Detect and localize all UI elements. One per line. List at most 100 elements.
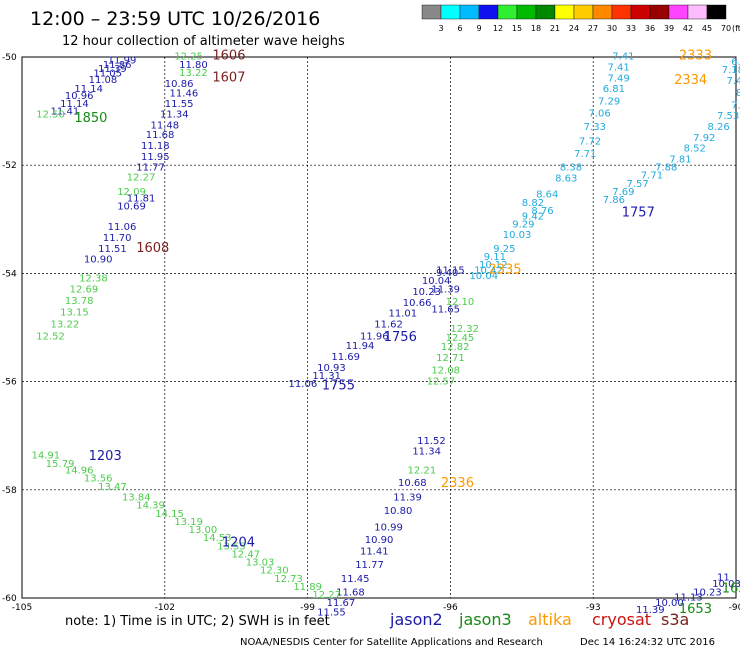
swh-value-jason3: 12.32 bbox=[450, 324, 479, 335]
color-scale-label: 30 bbox=[607, 24, 617, 33]
swh-value-jason2: 11.81 bbox=[127, 193, 156, 204]
swh-value-jason3: 12.82 bbox=[441, 342, 470, 353]
swh-value-jason2: 11.77 bbox=[136, 163, 165, 174]
swh-value-jason3: 13.78 bbox=[65, 296, 94, 307]
color-scale-label: 42 bbox=[683, 24, 693, 33]
pass-time-label: 2333 bbox=[679, 49, 712, 64]
swh-value-jason3: 14.39 bbox=[136, 501, 165, 512]
color-swatch bbox=[421, 4, 442, 20]
swh-value-altika: 7.86 bbox=[603, 195, 625, 206]
swh-value-altika: 10.12 bbox=[479, 260, 508, 271]
swh-value-jason2: 11.55 bbox=[317, 607, 346, 618]
swh-value-jason2: 11.69 bbox=[331, 352, 360, 363]
swh-value-jason3: 12.47 bbox=[231, 549, 260, 560]
swh-value-jason2: 11.95 bbox=[141, 152, 170, 163]
swh-value-altika: 10.04 bbox=[469, 271, 498, 282]
swh-value-altika: 9.42 bbox=[522, 211, 544, 222]
swh-value-altika: 7.71 bbox=[574, 149, 596, 160]
x-tick-label: -96 bbox=[443, 603, 458, 613]
swh-value-jason2: 11.48 bbox=[151, 120, 180, 131]
swh-value-jason3: 12.57 bbox=[427, 376, 456, 387]
swh-value-jason2: 11.52 bbox=[417, 436, 446, 447]
swh-value-jason3: 12.50 bbox=[36, 110, 65, 121]
swh-value-jason2: 10.00 bbox=[655, 598, 684, 609]
swh-value-jason3: 12.52 bbox=[36, 331, 65, 342]
swh-value-jason3: 12.27 bbox=[127, 172, 156, 183]
color-swatch bbox=[440, 4, 461, 20]
footer-timestamp: Dec 14 16:24:32 UTC 2016 bbox=[580, 637, 715, 648]
x-tick-label: -90 bbox=[729, 603, 740, 613]
swh-value-jason3: 12.73 bbox=[274, 574, 303, 585]
swh-value-jason2: 11.08 bbox=[89, 75, 118, 86]
color-scale-label: 39 bbox=[664, 24, 674, 33]
swh-value-altika: 9.11 bbox=[484, 252, 506, 263]
swh-value-jason3: 13.22 bbox=[179, 68, 208, 79]
pass-time-label: 1203 bbox=[89, 449, 122, 464]
swh-value-jason3: 12.38 bbox=[79, 274, 108, 285]
swh-value-altika: 7.69 bbox=[612, 187, 634, 198]
swh-value-jason3: 13.15 bbox=[60, 308, 89, 319]
color-swatch bbox=[592, 4, 613, 20]
swh-value-jason2: 11.45 bbox=[341, 574, 370, 585]
color-swatch bbox=[668, 4, 689, 20]
color-swatch bbox=[611, 4, 632, 20]
color-swatch bbox=[516, 4, 537, 20]
color-scale-label: 18 bbox=[531, 24, 541, 33]
y-tick-label: -52 bbox=[2, 161, 17, 171]
swh-value-jason2: 11.70 bbox=[103, 233, 132, 244]
swh-value-jason2: 11.94 bbox=[346, 341, 375, 352]
swh-value-jason2: 10.23 bbox=[693, 587, 722, 598]
swh-value-altika: 7.81 bbox=[669, 154, 691, 165]
pass-time-label: 2334 bbox=[674, 73, 707, 88]
swh-value-jason2: 10.96 bbox=[65, 91, 94, 102]
pass-time-label: 2335 bbox=[488, 262, 521, 277]
swh-value-jason2: 11.14 bbox=[60, 99, 89, 110]
plot-frame: -105 -102 -99 -96 -93 -90 -50 -52 -54 -56 -58 -60 bbox=[2, 53, 740, 613]
swh-value-jason2: 11.55 bbox=[165, 99, 194, 110]
swh-value-jason3: 13.55 bbox=[217, 541, 246, 552]
color-scale-label: 9 bbox=[476, 24, 481, 33]
color-swatch bbox=[478, 4, 499, 20]
swh-value-altika: 7.33 bbox=[584, 122, 606, 133]
pass-time-label: 1757 bbox=[622, 206, 655, 221]
swh-value-jason2: 11 bbox=[717, 573, 730, 584]
color-swatch bbox=[687, 4, 708, 20]
swh-value-jason2: 10.90 bbox=[365, 535, 394, 546]
swh-value-jason2: 11.06 bbox=[108, 222, 137, 233]
color-scale-label: 3 bbox=[438, 24, 443, 33]
swh-value-altika: 7.57 bbox=[627, 179, 649, 190]
color-scale-label: 70 bbox=[721, 24, 731, 33]
swh-value-jason3: 14.91 bbox=[32, 450, 61, 461]
swh-value-jason3: 13.00 bbox=[189, 525, 218, 536]
swh-value-altika: 8.26 bbox=[707, 122, 729, 133]
swh-value-jason2: 11.34 bbox=[412, 447, 441, 458]
swh-value-altika: 8.76 bbox=[531, 206, 553, 217]
swh-value-jason3: 14.15 bbox=[155, 509, 184, 520]
swh-value-jason2: 11.01 bbox=[389, 309, 418, 320]
pass-time-label: 2336 bbox=[441, 476, 474, 491]
y-tick-label: -60 bbox=[2, 594, 17, 604]
swh-value-jason2: 11.06 bbox=[289, 379, 318, 390]
color-scale-label: 27 bbox=[588, 24, 598, 33]
swh-value-jason2: 11.41 bbox=[51, 106, 80, 117]
swh-value-altika: 9.29 bbox=[512, 219, 534, 230]
pass-time-label: 1204 bbox=[222, 536, 255, 551]
pass-time-label: 1606 bbox=[212, 49, 245, 64]
swh-value-jason2: 11.46 bbox=[170, 88, 199, 99]
swh-value-altika: 7.41 bbox=[607, 63, 629, 74]
sat-legend-s3a: s3a bbox=[661, 610, 689, 629]
swh-value-jason2: 11.31 bbox=[312, 371, 341, 382]
swh-value-jason2: 11.34 bbox=[160, 110, 189, 121]
pass-time-label: 1607 bbox=[212, 70, 245, 85]
swh-value-jason3: 12.08 bbox=[431, 365, 460, 376]
swh-value-altika: 7.29 bbox=[598, 97, 620, 108]
pass-time-label: 1653 bbox=[679, 602, 712, 617]
swh-value-jason3: 12.21 bbox=[408, 466, 437, 477]
swh-value-jason3: 13.19 bbox=[174, 517, 203, 528]
swh-value-jason2: 11.14 bbox=[74, 84, 103, 95]
swh-value-altika: 7.88 bbox=[655, 163, 677, 174]
y-tick-label: -50 bbox=[2, 53, 17, 63]
x-tick-label: -102 bbox=[155, 603, 175, 613]
swh-value-altika: 7.18 bbox=[722, 65, 740, 76]
